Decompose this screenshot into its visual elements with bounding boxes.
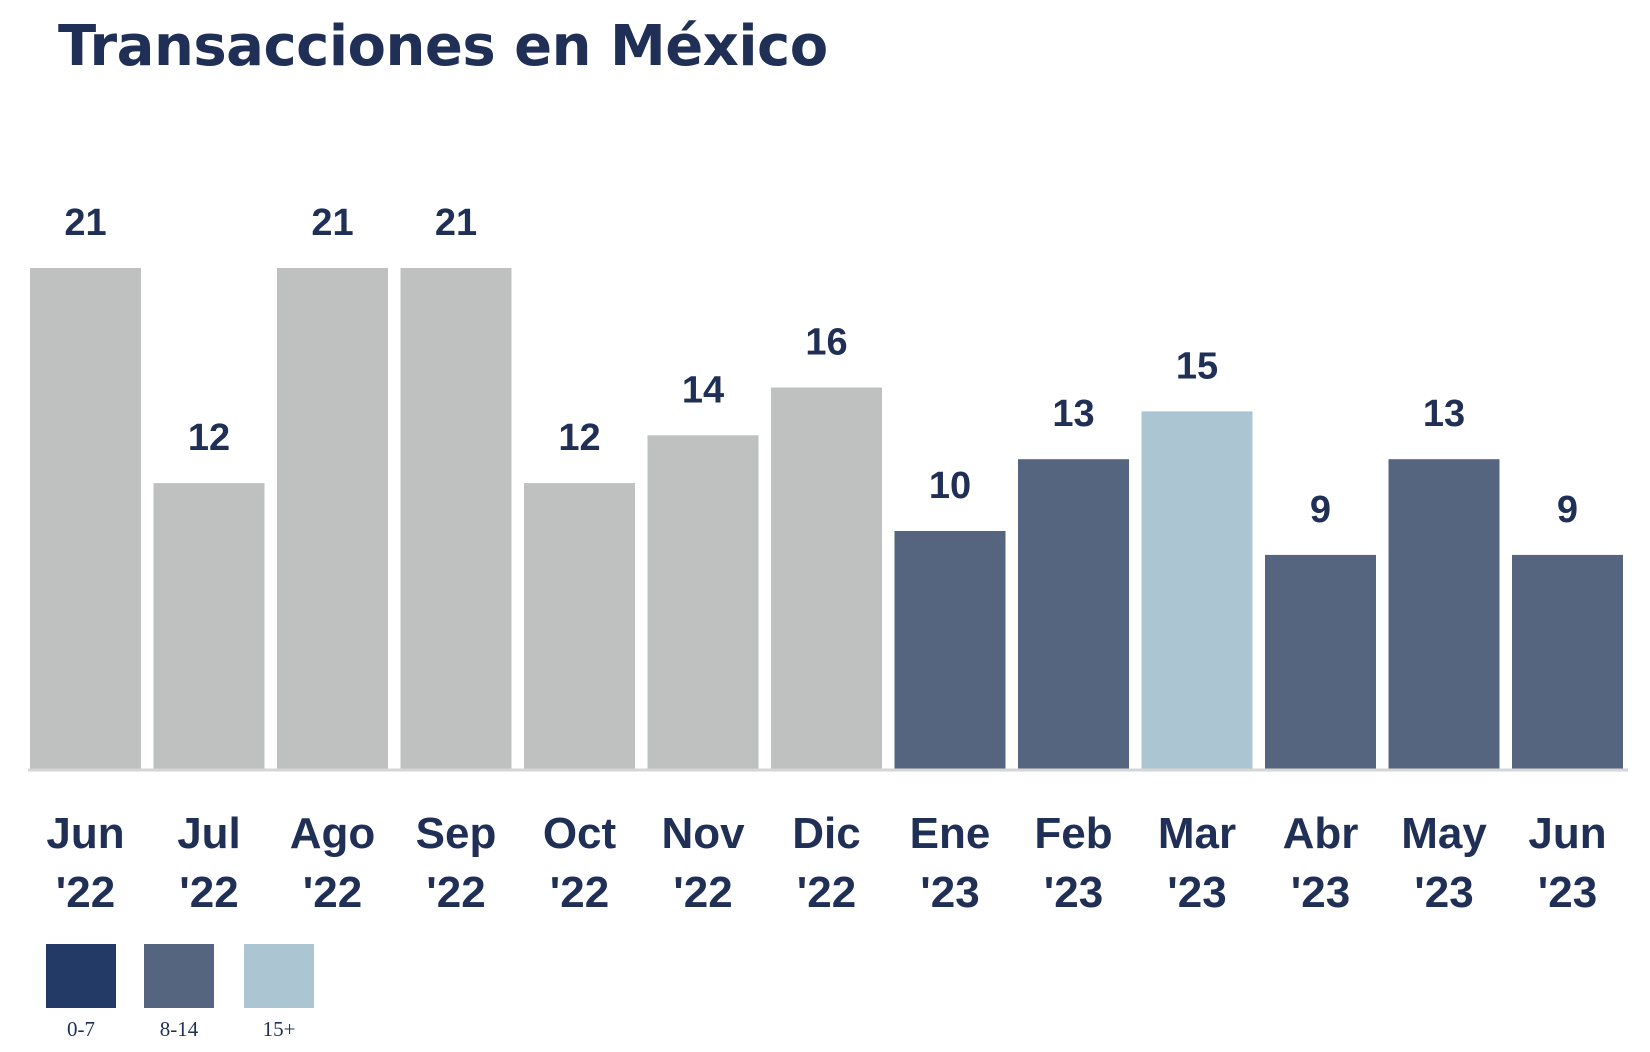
bar	[400, 268, 512, 770]
category-month-label: Jun	[46, 809, 124, 858]
legend: 0-7 8-14 15+	[46, 944, 314, 1041]
category-year-label: '22	[179, 868, 238, 917]
bar-value-label: 9	[1557, 489, 1578, 531]
bar-value-label: 21	[64, 202, 106, 244]
category-year-label: '23	[920, 868, 979, 917]
bar	[1141, 411, 1253, 770]
legend-swatch	[144, 944, 214, 1008]
bar	[30, 268, 141, 770]
category-year-label: '23	[1414, 868, 1473, 917]
bar	[1018, 459, 1129, 770]
bar-value-label: 16	[805, 322, 847, 364]
bar	[894, 531, 1006, 770]
category-labels-group: Jun '22 Jul '22 Ago '22 Sep '22 Oct '22 Nov '22 Dic '…	[46, 809, 1606, 917]
bar-value-label: 13	[1423, 393, 1465, 435]
bars-group	[30, 268, 1623, 770]
category-year-label: '23	[1291, 868, 1350, 917]
bar-value-label: 10	[929, 465, 971, 507]
category-month-label: Ene	[910, 809, 991, 858]
category-month-label: Dic	[792, 809, 860, 858]
category-year-label: '22	[56, 868, 115, 917]
category-year-label: '22	[673, 868, 732, 917]
category-year-label: '23	[1044, 868, 1103, 917]
category-year-label: '23	[1538, 868, 1597, 917]
category-month-label: Nov	[661, 809, 745, 858]
category-year-label: '23	[1167, 868, 1226, 917]
bar	[771, 387, 882, 770]
bar	[277, 268, 388, 770]
legend-label: 15+	[263, 1017, 296, 1041]
bar	[1512, 554, 1623, 770]
category-month-label: Oct	[543, 809, 617, 858]
category-year-label: '22	[303, 868, 362, 917]
bar	[647, 435, 759, 770]
bar	[1265, 554, 1376, 770]
bar-value-label: 14	[682, 369, 724, 411]
category-month-label: Jun	[1528, 809, 1606, 858]
category-month-label: Feb	[1034, 809, 1112, 858]
chart-title: Transacciones en México	[58, 14, 828, 79]
bar-value-label: 9	[1310, 489, 1331, 531]
category-month-label: Ago	[290, 809, 376, 858]
value-labels-group: 21 12 21 21 12 14 16 10 13 15 9 13 9	[64, 202, 1578, 531]
bar	[153, 483, 265, 770]
legend-swatch	[46, 944, 116, 1008]
category-year-label: '22	[426, 868, 485, 917]
bar-value-label: 12	[558, 417, 600, 459]
bar-value-label: 13	[1052, 393, 1094, 435]
bar	[1388, 459, 1500, 770]
bar	[524, 483, 635, 770]
legend-label: 8-14	[160, 1017, 199, 1041]
category-month-label: Jul	[177, 809, 241, 858]
category-month-label: Mar	[1158, 809, 1236, 858]
bar-value-label: 15	[1176, 345, 1218, 387]
bar-value-label: 21	[435, 202, 477, 244]
bar-value-label: 21	[311, 202, 353, 244]
category-year-label: '22	[797, 868, 856, 917]
category-year-label: '22	[550, 868, 609, 917]
category-month-label: Sep	[416, 809, 497, 858]
legend-label: 0-7	[67, 1017, 95, 1041]
category-month-label: Abr	[1283, 809, 1359, 858]
category-month-label: May	[1401, 809, 1487, 858]
legend-swatch	[244, 944, 314, 1008]
bar-value-label: 12	[188, 417, 230, 459]
